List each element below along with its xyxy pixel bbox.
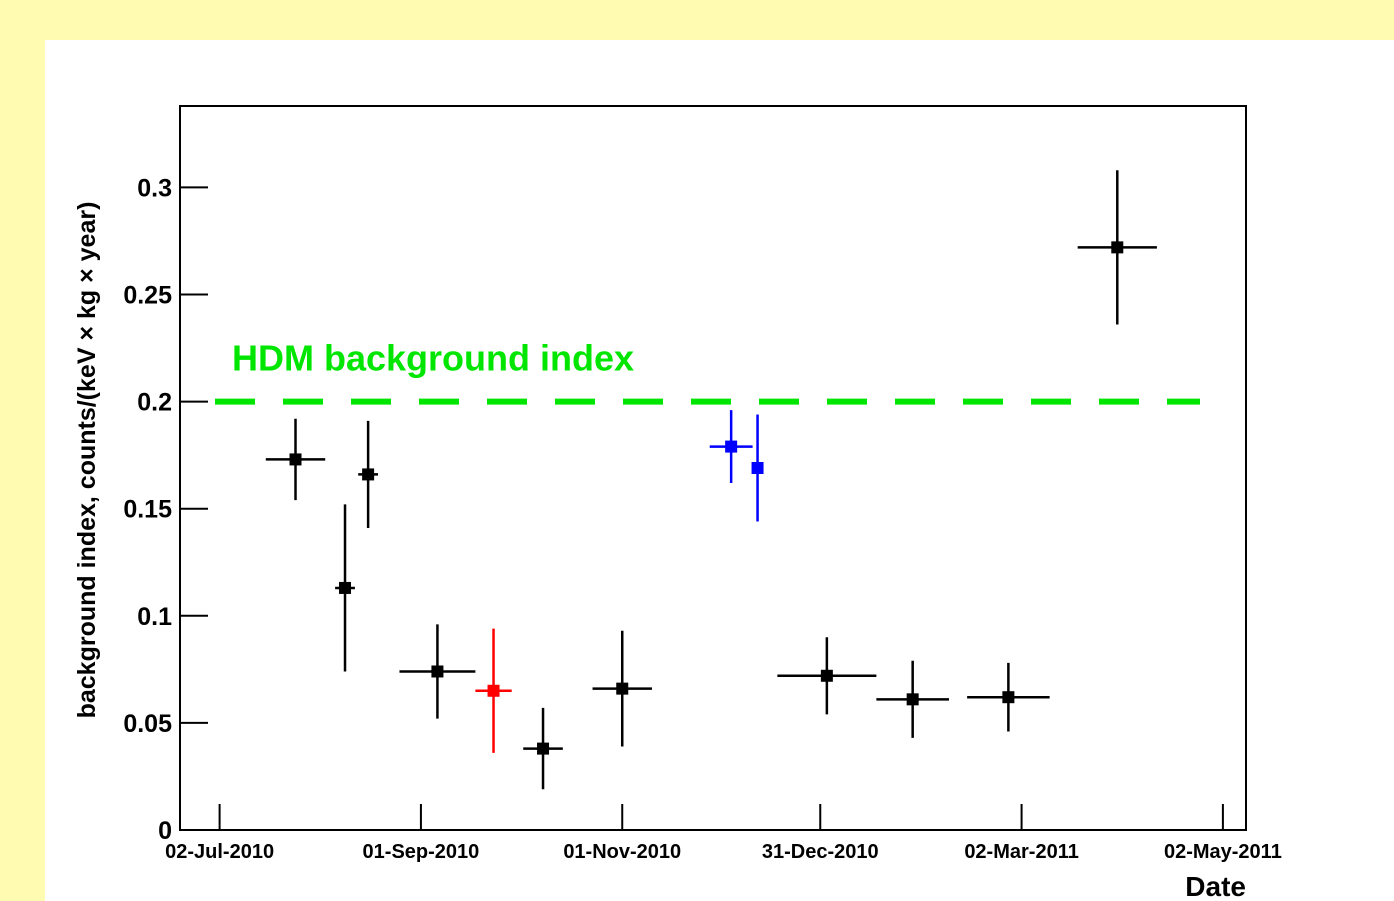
y-tick-label: 0.2 bbox=[137, 389, 172, 417]
point bbox=[431, 665, 444, 678]
y-tick-label: 0.1 bbox=[137, 603, 172, 631]
point bbox=[289, 453, 302, 466]
point bbox=[906, 693, 919, 706]
point bbox=[537, 742, 550, 755]
point bbox=[820, 669, 833, 682]
x-axis-label: Date bbox=[1185, 871, 1246, 901]
x-tick-label: 01-Nov-2010 bbox=[563, 841, 681, 863]
y-tick-label: 0.25 bbox=[123, 281, 172, 309]
point bbox=[1002, 691, 1015, 704]
x-tick-label: 01-Sep-2010 bbox=[363, 841, 480, 863]
canvas bbox=[45, 40, 1394, 901]
point bbox=[616, 682, 629, 695]
point bbox=[362, 468, 375, 481]
x-tick-label: 02-May-2011 bbox=[1164, 841, 1282, 863]
point bbox=[725, 440, 738, 453]
y-tick-label: 0.15 bbox=[123, 496, 172, 524]
point bbox=[1111, 241, 1124, 254]
y-tick-label: 0 bbox=[158, 817, 172, 845]
reference-label: HDM background index bbox=[232, 338, 634, 379]
y-tick-label: 0.3 bbox=[137, 174, 172, 202]
point bbox=[339, 581, 352, 594]
x-tick-label: 31-Dec-2010 bbox=[762, 841, 879, 863]
point bbox=[487, 684, 500, 697]
x-tick-label: 02-Jul-2010 bbox=[165, 841, 274, 863]
y-axis-label: background index, counts/(keV × kg × yea… bbox=[73, 202, 101, 719]
x-tick-label: 02-Mar-2011 bbox=[964, 841, 1079, 863]
point bbox=[751, 462, 764, 474]
plot-frame bbox=[179, 105, 1247, 831]
y-tick-label: 0.05 bbox=[123, 710, 172, 738]
